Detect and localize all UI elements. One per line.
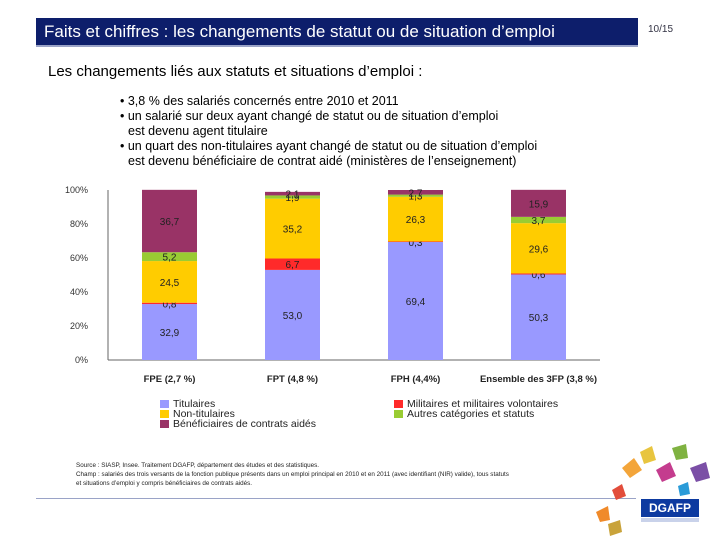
bar-segment xyxy=(265,269,320,360)
stacked-bar-chart: 0% 20% 40% 60% 80% 100% 32,9 0,8 24,5 5,2 36,7 FPE … xyxy=(65,185,600,385)
legend-label: Non-titulaires xyxy=(173,408,235,420)
data-label: 32,9 xyxy=(160,328,180,339)
bar-segment xyxy=(388,194,443,197)
legend-swatch xyxy=(394,410,403,418)
bar-segment xyxy=(388,196,443,242)
legend-label: Militaires et militaires volontaires xyxy=(407,398,559,410)
legend-item-titulaires: Titulaires xyxy=(160,398,215,410)
data-label: 53,0 xyxy=(283,311,303,322)
bar-segment xyxy=(142,252,197,262)
footer-line xyxy=(36,498,636,499)
y-tick-label: 60% xyxy=(70,253,88,263)
legend-item-militaires: Militaires et militaires volontaires xyxy=(394,398,558,410)
data-label: 1,3 xyxy=(409,192,423,203)
bar-segment xyxy=(511,216,566,224)
legend-label: Bénéficiaires de contrats aidés xyxy=(173,418,316,430)
legend-swatch xyxy=(394,400,403,408)
page-title: Faits et chiffres : les changements de s… xyxy=(36,18,638,45)
title-underline xyxy=(36,45,638,47)
data-label: 69,4 xyxy=(406,297,426,308)
data-label: 36,7 xyxy=(160,217,180,228)
source-note: Source : SIASP, Insee. Traitement DGAFP,… xyxy=(76,461,636,488)
category-label: FPT (4,8 %) xyxy=(267,374,318,385)
bar-segment xyxy=(388,242,443,360)
legend-swatch xyxy=(160,400,169,408)
dgafp-logo: DGAFP xyxy=(641,499,699,517)
page-number: 10/15 xyxy=(648,24,674,35)
bar-segment xyxy=(142,261,197,303)
y-tick-label: 40% xyxy=(70,287,88,297)
decorative-shapes xyxy=(596,444,710,536)
bullet-list: • 3,8 % des salariés concernés entre 201… xyxy=(120,94,537,169)
bar-segment xyxy=(142,302,197,305)
data-label: 5,2 xyxy=(163,253,177,264)
data-label: 26,3 xyxy=(406,215,426,226)
data-label: 24,5 xyxy=(160,278,180,289)
data-label: 0,8 xyxy=(163,299,177,310)
legend-label: Autres catégories et statuts xyxy=(407,408,535,420)
y-tick-label: 80% xyxy=(70,219,88,229)
bar-segment xyxy=(511,274,566,360)
data-label: 0,3 xyxy=(409,238,423,249)
legend-swatch xyxy=(160,420,169,428)
category-label: FPE (2,7 %) xyxy=(144,374,196,385)
y-tick-label: 20% xyxy=(70,321,88,331)
bar-segment xyxy=(511,273,566,275)
data-label: 1,9 xyxy=(286,193,300,204)
legend-item-contrats-aides: Bénéficiaires de contrats aidés xyxy=(160,418,316,430)
data-label: 0,6 xyxy=(532,270,546,281)
section-heading: Les changements liés aux statuts et situ… xyxy=(48,63,423,80)
bullet-1: • 3,8 % des salariés concernés entre 201… xyxy=(120,94,399,108)
data-label: 29,6 xyxy=(529,244,549,255)
source-line: Source : SIASP, Insee. Traitement DGAFP,… xyxy=(76,462,320,469)
bullet-3-cont: est devenu bénéficiaire de contrat aidé … xyxy=(128,154,517,168)
category-label: Ensemble des 3FP (3,8 %) xyxy=(480,374,597,385)
y-tick-label: 0% xyxy=(75,355,88,365)
bar-segment xyxy=(511,223,566,274)
source-line: et situations d’emploi y compris bénéfic… xyxy=(76,480,253,487)
data-label: 3,7 xyxy=(532,216,546,227)
data-label: 2,7 xyxy=(409,188,423,199)
category-label: FPH (4,4%) xyxy=(391,374,441,385)
legend-swatch xyxy=(160,410,169,418)
data-label: 2,1 xyxy=(286,190,300,201)
bar-segment xyxy=(388,241,443,243)
source-line: Champ : salariés des trois versants de l… xyxy=(76,471,509,478)
legend-label: Titulaires xyxy=(173,398,216,410)
legend-item-autres: Autres catégories et statuts xyxy=(394,408,534,420)
data-label: 35,2 xyxy=(283,225,303,236)
bar-segment xyxy=(265,198,320,259)
bar-segment xyxy=(142,304,197,360)
bar-segment xyxy=(142,189,197,253)
data-label: 15,9 xyxy=(529,199,549,210)
data-label: 50,3 xyxy=(529,313,549,324)
bar-segment xyxy=(265,191,320,196)
bullet-2: • un salarié sur deux ayant changé de st… xyxy=(120,109,499,123)
legend-item-non-titulaires: Non-titulaires xyxy=(160,408,235,420)
bullet-2-cont: est devenu agent titulaire xyxy=(128,124,268,138)
bar-segment xyxy=(265,258,320,270)
logo-subline xyxy=(641,518,699,522)
bar-segment xyxy=(265,195,320,199)
bullet-3: • un quart des non-titulaires ayant chan… xyxy=(120,139,538,153)
bar-segment xyxy=(388,190,443,195)
y-tick-label: 100% xyxy=(65,185,88,195)
bar-segment xyxy=(511,189,566,217)
data-label: 6,7 xyxy=(286,260,300,271)
